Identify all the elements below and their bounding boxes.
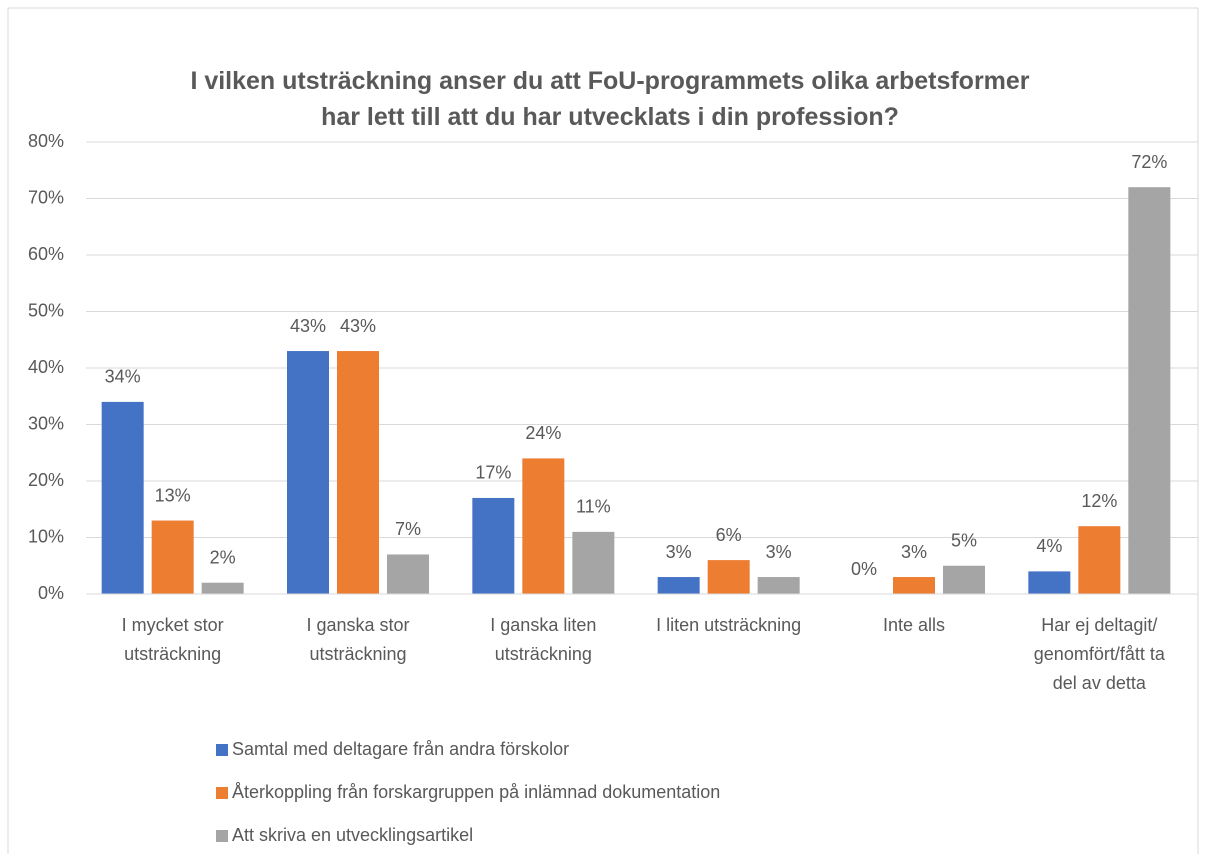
bar — [943, 565, 985, 594]
data-label: 3% — [666, 542, 692, 562]
data-label: 2% — [210, 547, 236, 567]
y-tick-label: 30% — [28, 413, 64, 433]
legend-label: Samtal med deltagare från andra förskolo… — [232, 739, 569, 759]
y-tick-label: 80% — [28, 131, 64, 151]
bar — [337, 351, 379, 594]
bar — [287, 351, 329, 594]
x-tick-label: I mycket stor utsträckning — [122, 615, 224, 664]
data-label: 0% — [851, 559, 877, 579]
bar — [657, 577, 700, 594]
legend-label: Återkoppling från forskargruppen på inlä… — [232, 782, 720, 802]
legend-swatch — [216, 744, 228, 756]
chart-frame — [7, 7, 1199, 854]
legend-label: Att skriva en utvecklingsartikel — [232, 825, 473, 845]
bar — [757, 577, 800, 594]
x-tick-label: I liten utsträckning — [656, 615, 801, 635]
bar — [893, 577, 935, 594]
x-tick-label: Inte alls — [883, 615, 945, 635]
data-label: 13% — [155, 485, 191, 505]
y-tick-label: 0% — [38, 583, 64, 603]
y-tick-label: 70% — [28, 187, 64, 207]
data-label: 3% — [901, 542, 927, 562]
chart-title: I vilken utsträckning anser du att FoU-p… — [190, 67, 1029, 131]
y-tick-label: 40% — [28, 357, 64, 377]
data-label: 3% — [766, 542, 792, 562]
data-label: 24% — [525, 423, 561, 443]
data-label: 7% — [395, 519, 421, 539]
data-label: 6% — [716, 525, 742, 545]
bar — [387, 554, 429, 594]
bar — [151, 520, 194, 594]
data-label: 34% — [105, 367, 141, 387]
bar — [522, 458, 565, 594]
bar — [472, 497, 515, 594]
bar — [707, 560, 750, 594]
bar — [1128, 187, 1171, 594]
data-label: 17% — [475, 463, 511, 483]
y-tick-label: 10% — [28, 526, 64, 546]
legend-swatch — [216, 787, 228, 799]
data-label: 43% — [290, 316, 326, 336]
bar — [572, 531, 615, 594]
data-label: 4% — [1036, 536, 1062, 556]
data-label: 5% — [951, 531, 977, 551]
data-label: 12% — [1081, 491, 1117, 511]
y-tick-label: 50% — [28, 300, 64, 320]
x-tick-label: Har ej deltagit/genomfört/fått ta del av … — [1034, 615, 1166, 693]
y-tick-label: 60% — [28, 244, 64, 264]
x-tick-label: I ganska liten utsträckning — [490, 615, 596, 664]
bar — [1028, 571, 1071, 594]
legend-swatch — [216, 830, 228, 842]
data-label: 72% — [1131, 152, 1167, 172]
bar — [101, 401, 144, 594]
bar — [1078, 526, 1121, 594]
data-label: 11% — [576, 497, 611, 517]
bar — [201, 582, 244, 594]
data-label: 43% — [340, 316, 376, 336]
y-tick-label: 20% — [28, 470, 64, 490]
x-tick-label: I ganska stor utsträckning — [306, 615, 409, 664]
